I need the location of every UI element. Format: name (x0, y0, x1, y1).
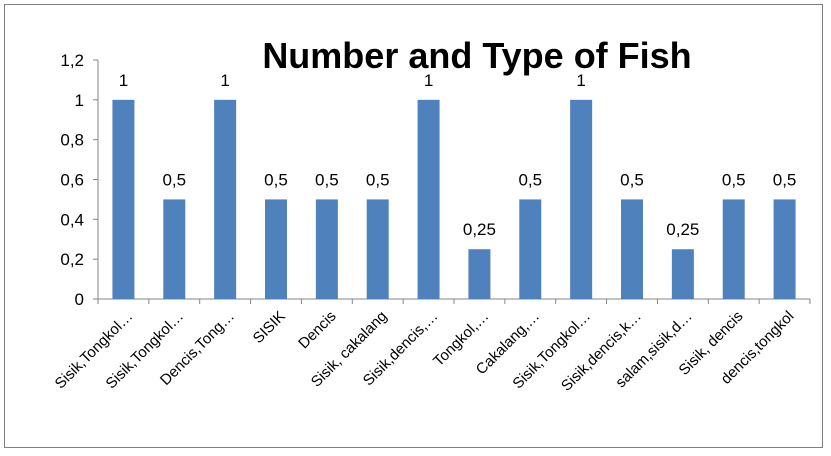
bar (214, 99, 237, 299)
y-tick-label: 1,2 (60, 51, 84, 70)
data-label: 0,5 (315, 170, 339, 189)
bar (163, 199, 186, 299)
bar (366, 199, 389, 299)
chart-frame (4, 4, 823, 448)
bar (417, 99, 440, 299)
data-label: 0,5 (620, 170, 644, 189)
bar (773, 199, 796, 299)
y-axis: 0 0,2 0,4 0,6 0,8 1 1,2 (60, 51, 99, 309)
category-label: SISIK (250, 308, 289, 347)
category-label: Dencis (295, 308, 339, 352)
data-label: 0,25 (463, 220, 496, 239)
bar (112, 99, 135, 299)
data-label: 0,5 (366, 170, 390, 189)
data-label: 1 (119, 71, 128, 90)
bar (722, 199, 745, 299)
data-label: 0,5 (518, 170, 542, 189)
y-tick-label: 0,8 (60, 131, 84, 150)
data-label: 1 (220, 71, 229, 90)
data-label: 0,5 (264, 170, 288, 189)
y-tick-label: 0 (75, 290, 84, 309)
data-label: 0,25 (666, 220, 699, 239)
bar (621, 199, 643, 299)
bar (265, 199, 287, 299)
bars (112, 99, 796, 299)
chart-title: Number and Type of Fish (262, 35, 691, 76)
y-tick-label: 0,2 (60, 250, 84, 269)
data-label: 0,5 (722, 170, 746, 189)
bar (315, 199, 338, 299)
data-label: 1 (424, 71, 433, 90)
bar (519, 199, 542, 299)
bar (570, 99, 593, 299)
y-tick-label: 0,4 (60, 210, 84, 229)
category-labels: Sisik,Tongkol…Sisik,Tongkol…Dencis,Tong…… (52, 308, 798, 395)
data-label: 0,5 (162, 170, 186, 189)
y-tick-label: 1 (75, 91, 84, 110)
data-label: 1 (576, 71, 585, 90)
x-axis (97, 298, 811, 304)
data-labels: 1 0,5 1 0,5 0,5 0,5 1 0,25 0,5 1 0,5 0,25 0,5 0,5 (119, 71, 797, 239)
bar (671, 249, 694, 299)
y-tick-label: 0,6 (60, 171, 84, 190)
bar (468, 249, 491, 299)
data-label: 0,5 (773, 170, 797, 189)
